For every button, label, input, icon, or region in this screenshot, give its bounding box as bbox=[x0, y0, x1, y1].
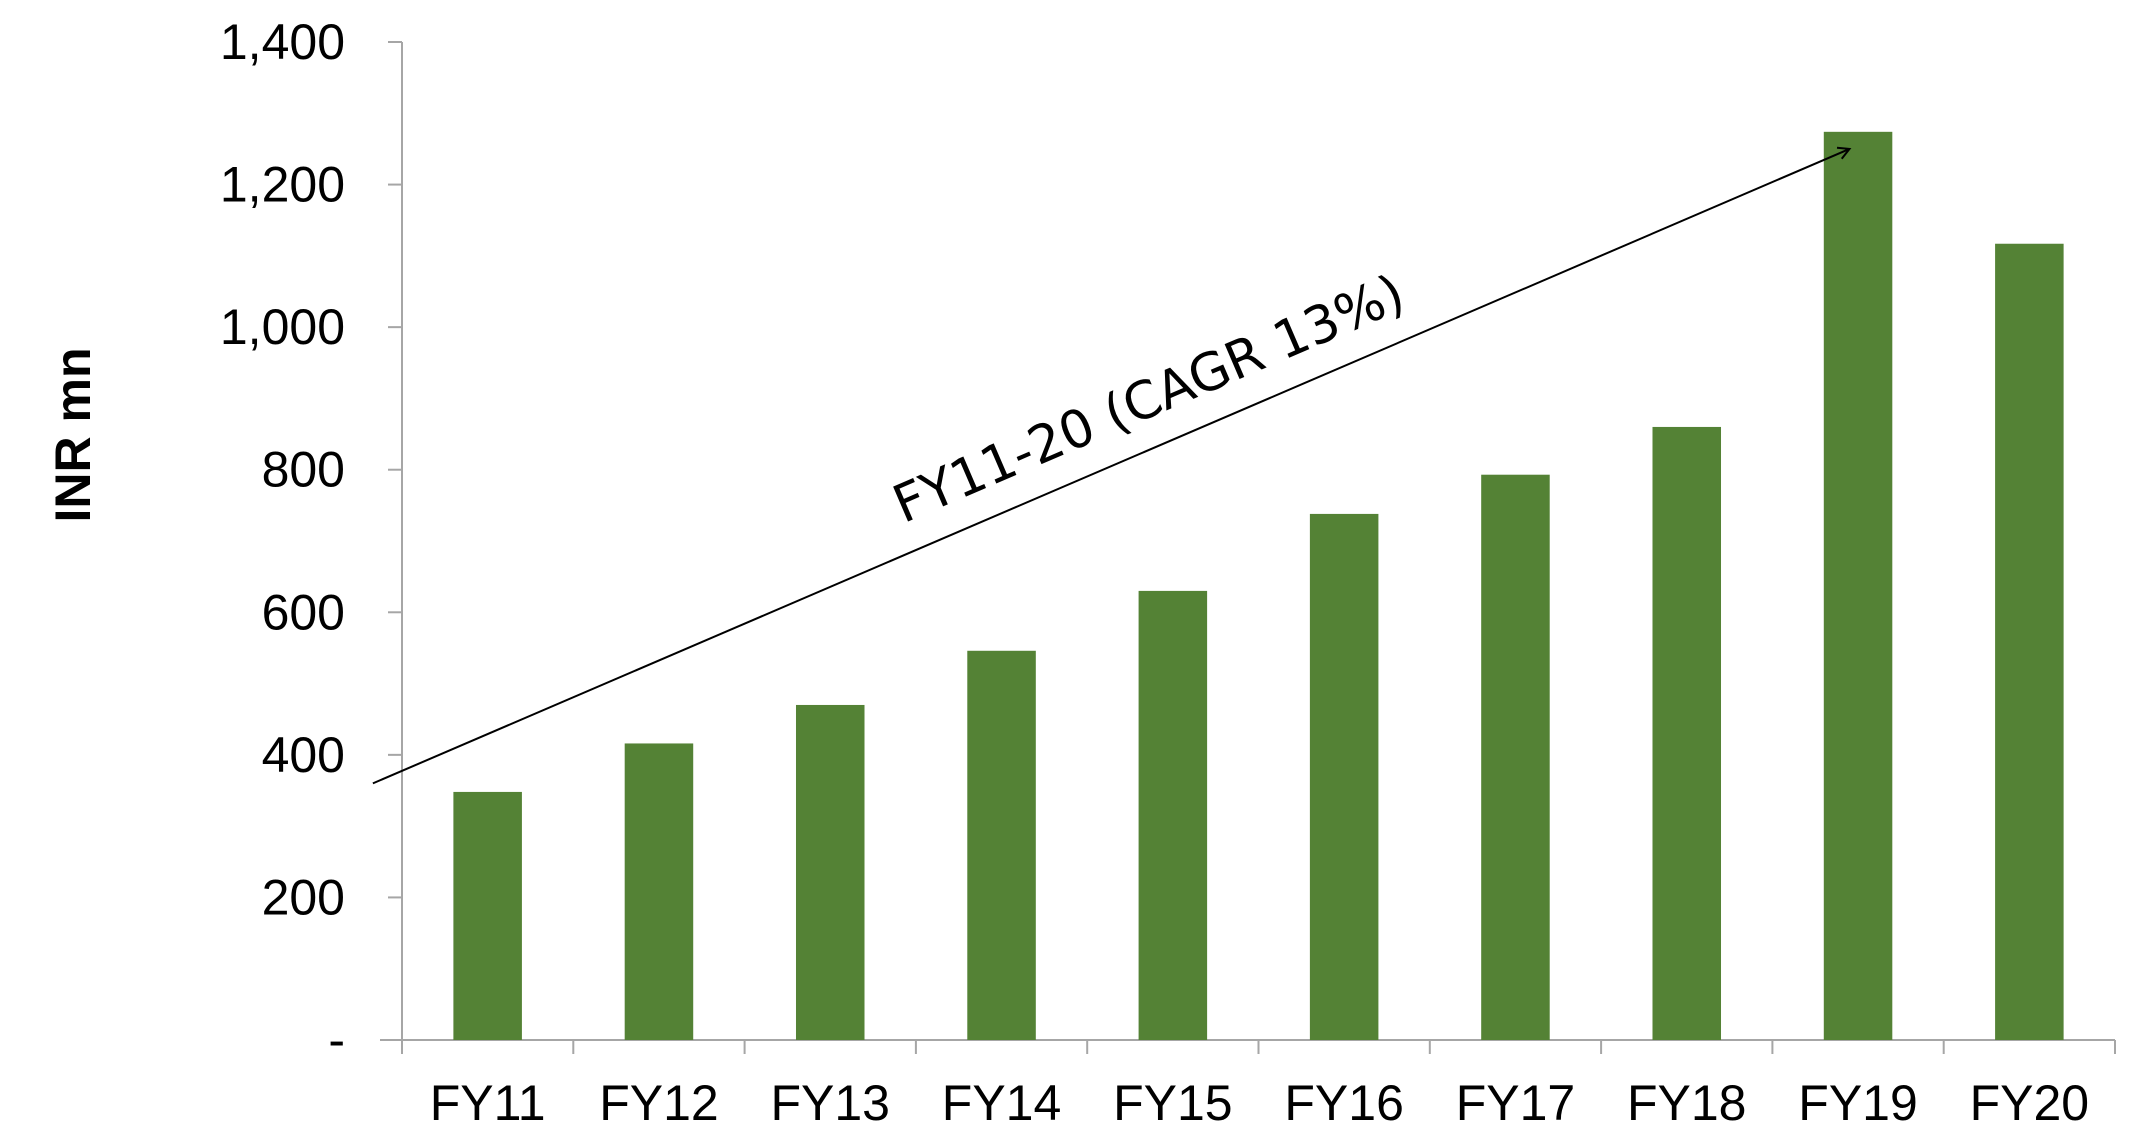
x-tick-label: FY11 bbox=[430, 1075, 546, 1122]
bar-fy19 bbox=[1823, 131, 1893, 1040]
y-tick-label: 600 bbox=[262, 584, 345, 640]
bar-fy13 bbox=[795, 704, 865, 1040]
x-tick-label: FY16 bbox=[1284, 1075, 1404, 1122]
x-tick-label: FY17 bbox=[1456, 1075, 1576, 1122]
annotation: FY11-20 (CAGR 13%) bbox=[372, 149, 1850, 785]
x-tick-label: FY20 bbox=[1970, 1075, 2090, 1122]
y-tick-label: - bbox=[328, 1012, 345, 1068]
y-tick-label: 1,400 bbox=[220, 14, 345, 70]
bar-fy11 bbox=[453, 791, 522, 1040]
bar-fy12 bbox=[624, 743, 694, 1040]
bar-fy18 bbox=[1652, 426, 1722, 1040]
x-tick-label: FY13 bbox=[770, 1075, 890, 1122]
y-tick-label: 400 bbox=[262, 727, 345, 783]
trend-arrow bbox=[372, 149, 1850, 785]
bar-fy17 bbox=[1481, 474, 1550, 1040]
y-tick-label: 800 bbox=[262, 442, 345, 498]
bar-fy16 bbox=[1309, 513, 1379, 1040]
x-tick-label: FY14 bbox=[942, 1075, 1062, 1122]
x-tick-label: FY18 bbox=[1627, 1075, 1747, 1122]
tick-labels: - 200 400 600 800 1,000 1,200 1,400 FY11 FY12 FY13… bbox=[220, 14, 2089, 1122]
y-axis-title: INR mn bbox=[45, 348, 101, 523]
bar-fy14 bbox=[967, 650, 1036, 1040]
cagr-annotation: FY11-20 (CAGR 13%) bbox=[885, 263, 1413, 535]
x-tick-label: FY15 bbox=[1113, 1075, 1233, 1122]
bar-fy20 bbox=[1995, 243, 2064, 1040]
y-tick-label: 1,000 bbox=[220, 299, 345, 355]
x-tick-label: FY19 bbox=[1798, 1075, 1918, 1122]
bars bbox=[453, 131, 2064, 1040]
x-tick-label: FY12 bbox=[599, 1075, 719, 1122]
y-tick-label: 1,200 bbox=[220, 157, 345, 213]
y-tick-label: 200 bbox=[262, 869, 345, 925]
bar-fy15 bbox=[1138, 590, 1208, 1040]
